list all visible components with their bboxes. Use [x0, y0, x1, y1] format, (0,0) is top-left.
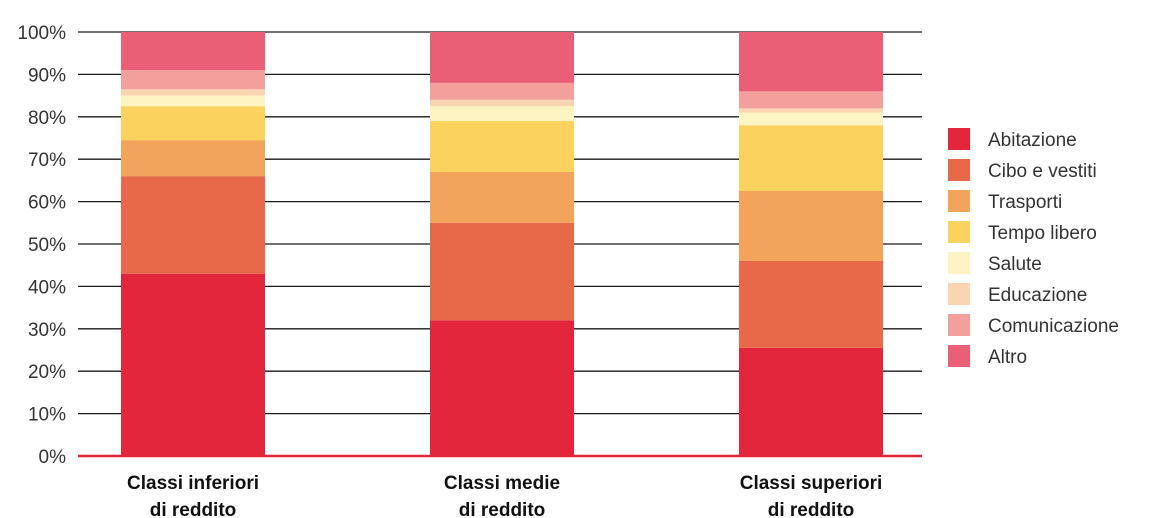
bar-segment [739, 108, 883, 113]
legend-swatch [948, 221, 970, 243]
bar-segment [121, 95, 265, 107]
legend-label: Altro [988, 347, 1027, 368]
legend-label: Trasporti [988, 192, 1062, 213]
x-category-label: di reddito [459, 500, 546, 518]
bar-segment [430, 106, 574, 122]
bar-segment [121, 106, 265, 141]
bar-segment [430, 82, 574, 100]
legend-swatch [948, 314, 970, 336]
x-category-label: Classi superiori [740, 473, 883, 494]
bar-segment [430, 32, 574, 83]
y-tick-label: 60% [28, 193, 66, 214]
bar-segment [430, 222, 574, 321]
bar-segment [121, 89, 265, 96]
legend-swatch [948, 252, 970, 274]
y-tick-label: 30% [28, 320, 66, 341]
bar-segment [739, 91, 883, 109]
y-tick-label: 0% [39, 447, 67, 468]
y-tick-label: 20% [28, 362, 66, 383]
y-tick-label: 10% [28, 405, 66, 426]
legend-label: Tempo libero [988, 223, 1097, 244]
bar-stack [121, 32, 265, 456]
x-category-label: Classi medie [444, 473, 560, 494]
legend-swatch [948, 283, 970, 305]
x-category-label: di reddito [150, 500, 237, 518]
legend-swatch [948, 190, 970, 212]
legend-label: Abitazione [988, 130, 1077, 151]
legend-label: Salute [988, 254, 1042, 275]
bar-segment [739, 32, 883, 92]
bars [121, 32, 883, 456]
bar-segment [739, 112, 883, 126]
bar-segment [739, 125, 883, 191]
bar-segment [430, 99, 574, 107]
y-tick-label: 70% [28, 150, 66, 171]
bar-segment [430, 320, 574, 456]
legend-label: Educazione [988, 285, 1087, 306]
bar-segment [121, 140, 265, 177]
y-tick-label: 50% [28, 235, 66, 256]
bar-stack [739, 32, 883, 456]
legend-swatch [948, 128, 970, 150]
y-tick-label: 100% [17, 23, 66, 44]
legend-label: Cibo e vestiti [988, 161, 1097, 182]
legend: Abitazione Cibo e vestiti Trasporti Tempo l… [948, 128, 1119, 368]
bar-segment [121, 176, 265, 274]
legend-swatch [948, 345, 970, 367]
x-category-label: Classi inferiori [127, 473, 259, 494]
y-tick-labels: 0% 10% 20% 30% 40% 50% 60% 70% 80% 90% 100% [17, 23, 66, 468]
bar-segment [739, 260, 883, 348]
category-labels: Classi inferiori di reddito Classi medie di… [127, 473, 882, 518]
legend-swatch [948, 159, 970, 181]
bar-segment [430, 171, 574, 223]
bar-segment [121, 32, 265, 71]
y-tick-label: 40% [28, 277, 66, 298]
bar-segment [739, 191, 883, 261]
y-tick-label: 90% [28, 65, 66, 86]
bar-segment [121, 70, 265, 90]
legend-label: Comunicazione [988, 316, 1119, 337]
bar-segment [121, 273, 265, 456]
bar-stack [430, 32, 574, 456]
bar-segment [430, 121, 574, 172]
x-category-label: di reddito [768, 500, 855, 518]
y-tick-label: 80% [28, 108, 66, 129]
bar-segment [739, 347, 883, 456]
